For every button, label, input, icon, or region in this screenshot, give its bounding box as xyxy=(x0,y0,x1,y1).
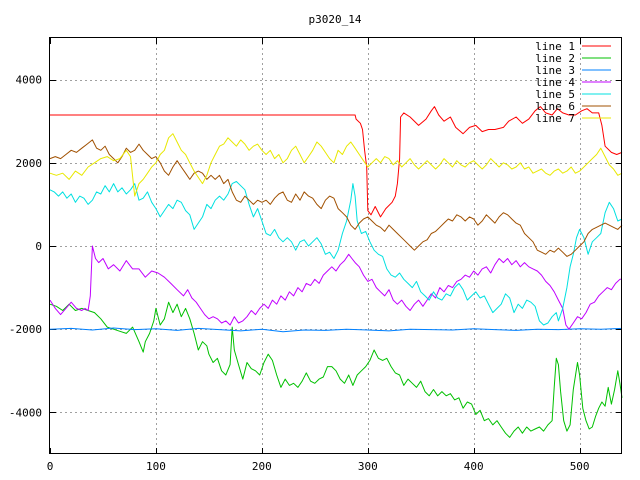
legend-label-7: line 7 xyxy=(535,112,575,125)
legend-label-4: line 4 xyxy=(535,76,575,89)
series-line-3 xyxy=(49,327,623,333)
x-axis-ticks: 0 100 200 300 400 500 xyxy=(47,38,590,473)
legend-label-2: line 2 xyxy=(535,52,575,65)
x-tick-label: 300 xyxy=(358,460,378,473)
legend-label-6: line 6 xyxy=(535,100,575,113)
series-line-4 xyxy=(49,245,622,330)
plot-frame xyxy=(49,37,622,454)
x-tick-label: 100 xyxy=(146,460,166,473)
chart-title: p3020_14 xyxy=(309,13,362,26)
x-tick-label: 0 xyxy=(47,460,54,473)
y-tick-label: 4000 xyxy=(16,74,43,87)
series-lines xyxy=(49,106,623,438)
legend-label-5: line 5 xyxy=(535,88,575,101)
series-line-7 xyxy=(49,133,623,197)
y-tick-label: 0 xyxy=(35,240,42,253)
x-tick-label: 200 xyxy=(252,460,272,473)
y-tick-label: 2000 xyxy=(16,157,43,170)
y-tick-label: -2000 xyxy=(9,323,42,336)
y-tick-label: -4000 xyxy=(9,406,42,419)
series-line-1 xyxy=(50,106,623,218)
series-line-5 xyxy=(49,181,623,326)
x-tick-label: 400 xyxy=(464,460,484,473)
x-tick-label: 500 xyxy=(570,460,590,473)
series-line-6 xyxy=(49,139,623,257)
legend-label-1: line 1 xyxy=(535,40,575,53)
series-line-2 xyxy=(49,301,623,438)
legend-label-3: line 3 xyxy=(535,64,575,77)
